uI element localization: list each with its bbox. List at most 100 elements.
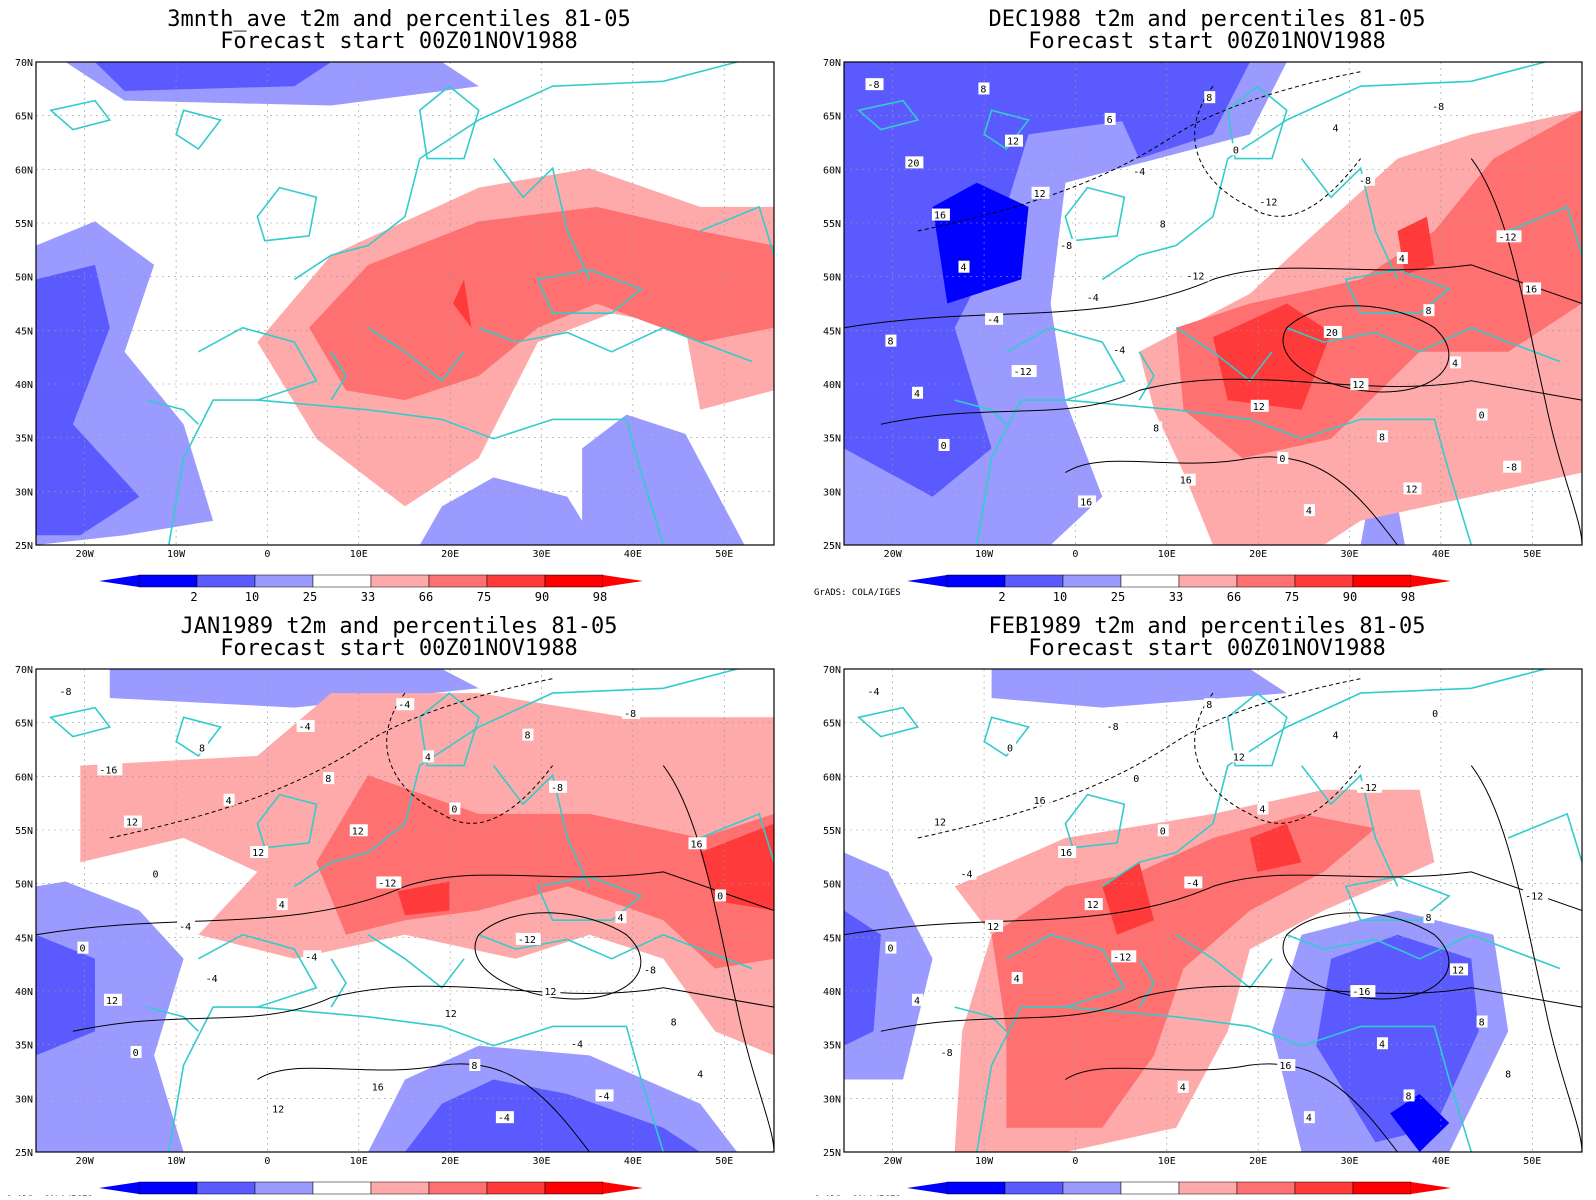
contour-label: 0 (451, 805, 457, 816)
contour-label: 0 (1279, 454, 1285, 465)
coastline (536, 268, 643, 314)
panel-title: FEB1989 t2m and percentiles 81-05 (988, 614, 1425, 639)
isotherm-contour (1470, 158, 1582, 545)
colorbar-swatch (1352, 574, 1412, 588)
longitude-tick-label: 10E (350, 549, 368, 560)
contour-label: -8 (60, 687, 72, 698)
contour-label-bg (912, 386, 924, 399)
contour-label-bg (1423, 304, 1435, 317)
latitude-tick-label: 30N (823, 1094, 841, 1105)
contour-label-bg (1403, 1089, 1415, 1102)
contour-label-bg (595, 1089, 614, 1102)
latitude-tick-label: 65N (15, 112, 33, 123)
longitude-tick-label: 50E (715, 1156, 733, 1167)
coastline (1286, 933, 1561, 970)
isotherm-contour (36, 871, 774, 936)
coastline (1507, 205, 1582, 256)
contour-label: 0 (1233, 145, 1239, 156)
longitude-tick-label: 0 (1072, 1156, 1078, 1167)
contour-label: -4 (1133, 167, 1145, 178)
coastline (478, 326, 753, 363)
contour-label-bg (97, 763, 123, 776)
latitude-tick-label: 65N (823, 112, 841, 123)
percentile-area (932, 182, 1029, 304)
contour-label-bg (1078, 495, 1097, 508)
isotherm-contour (72, 985, 774, 1032)
coastline (1175, 934, 1273, 989)
coastline (146, 1006, 199, 1032)
longitude-tick-label: 10W (167, 1156, 186, 1167)
contour-label: 0 (1160, 826, 1166, 837)
coastline (257, 1006, 665, 1152)
colorbar-swatch (138, 1181, 198, 1195)
longitude-tick-label: 20E (1249, 549, 1267, 560)
latitude-tick-label: 30N (15, 487, 33, 498)
contour-label-bg (1250, 399, 1269, 412)
contour-label-bg (250, 845, 269, 858)
contour-label: 4 (1306, 1113, 1312, 1124)
contour-label-bg (1350, 378, 1369, 391)
colorbar-arrow-right (603, 575, 643, 587)
isotherm-contour (1282, 305, 1450, 393)
coastline (1138, 958, 1155, 1008)
coastline (330, 958, 347, 1008)
percentile-area (844, 62, 1250, 497)
colorbar-swatch (1178, 1181, 1238, 1195)
isotherm-contour (1194, 692, 1361, 824)
longitude-tick-label: 20W (884, 549, 903, 560)
contour-label: 8 (1153, 424, 1159, 435)
coastline (1344, 268, 1451, 314)
contour-label: 12 (1007, 137, 1019, 148)
latitude-tick-label: 55N (823, 826, 841, 837)
colorbar-swatch (1236, 574, 1296, 588)
colorbar-swatch (1120, 1181, 1180, 1195)
coastline (1507, 812, 1582, 863)
contour-label: 4 (1306, 506, 1312, 517)
colorbar-swatch (1178, 574, 1238, 588)
latitude-tick-label: 25N (823, 541, 841, 552)
colorbar-swatch (370, 1181, 430, 1195)
contour-label: 4 (1259, 805, 1265, 816)
contour-label-bg (1476, 1015, 1488, 1028)
colorbar-label: 66 (419, 590, 433, 604)
colorbar-arrow-left (907, 1182, 947, 1194)
coastline (49, 99, 112, 131)
isotherm-contour (844, 264, 1582, 329)
contour-label: 0 (887, 944, 893, 955)
contour-label: 12 (1233, 752, 1245, 763)
contour-label-bg (1011, 972, 1023, 985)
contour-label-bg (958, 260, 970, 273)
contour-label-bg (1523, 282, 1542, 295)
contour-label: -4 (1087, 293, 1099, 304)
colorbar-swatch (254, 574, 314, 588)
latitude-tick-label: 55N (823, 219, 841, 230)
contour-label: -12 (1359, 783, 1377, 794)
latitude-tick-label: 70N (823, 58, 841, 69)
isotherm-contour (917, 71, 1361, 232)
contour-label-bg (203, 972, 222, 985)
contour-label-bg (1184, 876, 1203, 889)
colorbar-label: 75 (1285, 590, 1299, 604)
latitude-tick-label: 45N (15, 326, 33, 337)
percentile-area (1102, 62, 1250, 159)
longitude-tick-label: 40E (624, 1156, 642, 1167)
percentile-area (36, 881, 184, 1152)
contour-label: 8 (887, 337, 893, 348)
colorbar-label: 66 (1227, 590, 1241, 604)
isotherm-contour (257, 1063, 590, 1152)
latitude-tick-label: 40N (823, 380, 841, 391)
contour-label: 0 (1479, 411, 1485, 422)
contour-label-bg (985, 312, 1004, 325)
colorbar-swatch (1062, 1181, 1122, 1195)
contour-label: -8 (941, 1048, 953, 1059)
contour-label-bg (522, 728, 534, 741)
colorbar-label: 75 (477, 590, 491, 604)
contour-label: 4 (1014, 974, 1020, 985)
coastline (367, 934, 465, 989)
contour-label: 4 (1332, 731, 1338, 742)
contour-label: 8 (524, 731, 530, 742)
contour-label: 16 (1034, 796, 1046, 807)
